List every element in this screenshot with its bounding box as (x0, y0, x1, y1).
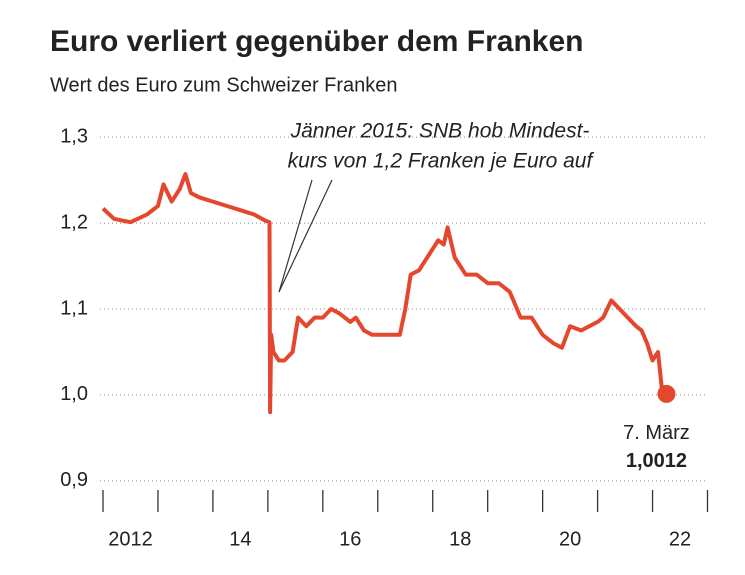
x-tick-label: 2012 (108, 528, 153, 550)
x-tick-label: 14 (229, 528, 251, 550)
end-point (657, 384, 676, 403)
x-tick-label: 22 (669, 528, 691, 550)
chart-title: Euro verliert gegenüber dem Franken (50, 25, 583, 58)
x-tick-label: 20 (559, 528, 581, 550)
annotation: Jänner 2015: SNB hob Mindest- (290, 120, 590, 143)
x-tick-label: 18 (449, 528, 471, 550)
y-tick-label: 1,3 (60, 125, 88, 147)
x-tick-label: 16 (339, 528, 361, 550)
y-tick-label: 1,2 (60, 211, 88, 233)
end-value-label: 1,0012 (626, 450, 687, 472)
y-tick-label: 1,1 (60, 297, 88, 319)
y-tick-label: 0,9 (60, 469, 88, 491)
y-tick-label: 1,0 (60, 383, 88, 405)
leader-line (278, 179, 333, 293)
chart-subtitle: Wert des Euro zum Schweizer Franken (50, 74, 398, 96)
leader-line (278, 179, 313, 293)
annotation: kurs von 1,2 Franken je Euro auf (288, 150, 595, 173)
end-label: 7. März (623, 422, 690, 444)
line-series (101, 172, 665, 415)
